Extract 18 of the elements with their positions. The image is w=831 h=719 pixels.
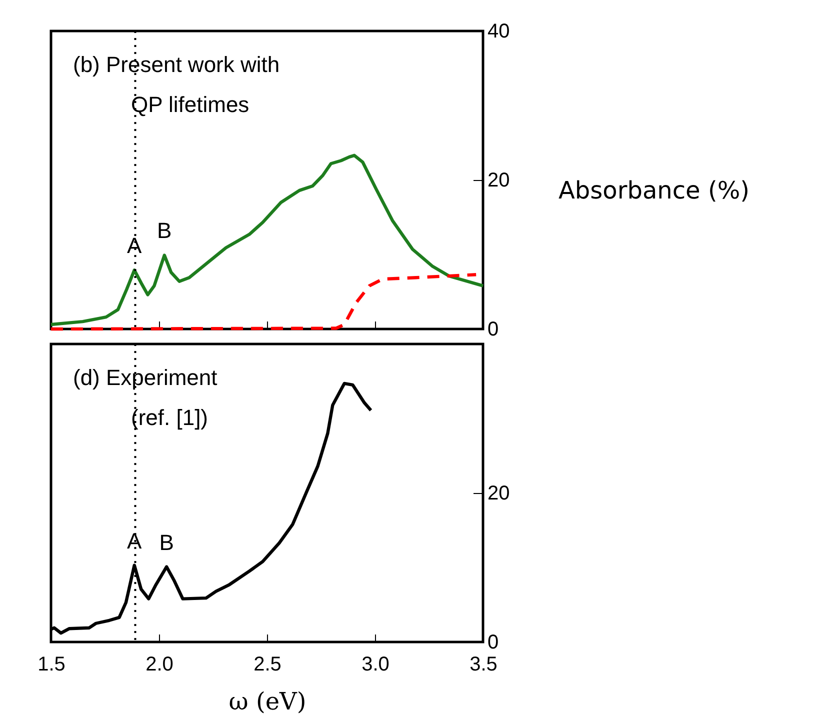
- annotation: (b) Present work with QP lifetimes: [73, 52, 280, 117]
- x-axis-title: ω (eV): [228, 688, 306, 716]
- y-tick-label: 0: [488, 632, 499, 654]
- x-tick-label: 2.0: [146, 654, 174, 676]
- x-tick-label: 3.5: [470, 654, 498, 676]
- annotation: B: [159, 530, 174, 555]
- x-tick-label: 3.0: [362, 654, 390, 676]
- y-axis-title: Absorbance (%): [558, 176, 750, 204]
- annotation: B: [157, 218, 172, 244]
- annotation: A: [127, 233, 142, 258]
- annotation: (d) Experiment (ref. [1]): [73, 365, 218, 430]
- annotation: A: [127, 528, 142, 554]
- x-tick-label: 1.5: [38, 654, 66, 676]
- y-tick-label: 20: [488, 482, 510, 504]
- y-tick-label: 0: [488, 318, 499, 340]
- y-tick-label: 20: [488, 170, 510, 192]
- x-tick-label: 2.5: [254, 654, 282, 676]
- y-tick-label: 40: [488, 20, 510, 42]
